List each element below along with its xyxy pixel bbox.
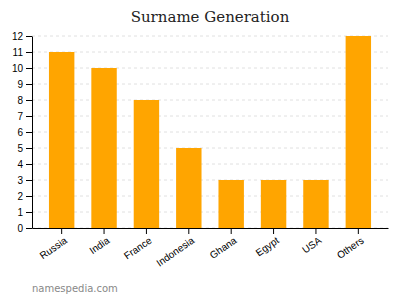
y-tick: 0 [17, 223, 32, 234]
grid-line [32, 228, 388, 229]
y-tick: 8 [17, 95, 32, 106]
x-tick-mark [358, 228, 359, 234]
y-tick-label: 11 [13, 47, 24, 58]
y-tick: 5 [17, 143, 32, 154]
y-tick-mark [26, 132, 32, 133]
y-tick-label: 7 [17, 111, 23, 122]
y-tick: 1 [17, 207, 32, 218]
x-tick: Others [335, 228, 366, 261]
x-tick-label: Indonesia [154, 234, 196, 268]
y-tick: 9 [17, 79, 32, 90]
y-tick-mark [26, 148, 32, 149]
y-tick-mark [26, 84, 32, 85]
grid-line [32, 84, 388, 85]
y-tick-label: 8 [17, 95, 23, 106]
grid-line [32, 132, 388, 133]
x-tick: India [87, 228, 111, 256]
y-tick: 10 [12, 63, 32, 74]
x-tick-label: France [122, 234, 154, 261]
grid-line [32, 148, 388, 149]
y-tick: 6 [17, 127, 32, 138]
y-tick-mark [26, 164, 32, 165]
y-tick-label: 1 [17, 207, 23, 218]
x-tick: Ghana [208, 228, 239, 261]
x-tick-label: Ghana [208, 234, 239, 260]
grid-line [32, 196, 388, 197]
grid [32, 36, 388, 228]
y-tick-label: 0 [17, 223, 23, 234]
chart: 0123456789101112RussiaIndiaFranceIndones… [0, 0, 400, 300]
y-tick-label: 3 [17, 175, 23, 186]
bar [303, 180, 328, 228]
x-tick-mark [146, 228, 147, 234]
y-tick: 12 [12, 31, 32, 42]
bar [346, 36, 371, 228]
y-tick-label: 5 [17, 143, 23, 154]
y-axis-line [32, 37, 33, 229]
x-axis: Russia India FranceIndonesia Ghana Egypt USA O… [33, 228, 389, 269]
y-tick: 7 [17, 111, 32, 122]
x-tick: Indonesia [154, 228, 196, 269]
y-tick-mark [26, 68, 32, 69]
bars [49, 36, 371, 228]
y-tick: 11 [13, 47, 32, 58]
y-tick-mark [26, 100, 32, 101]
x-tick-label: Others [335, 235, 366, 261]
bar [176, 148, 201, 228]
y-tick-mark [26, 228, 32, 229]
x-axis-line [33, 228, 389, 229]
x-tick: France [122, 228, 154, 261]
y-tick-label: 12 [12, 31, 24, 42]
grid-line [32, 52, 388, 53]
y-tick-label: 10 [12, 63, 24, 74]
y-tick-mark [26, 52, 32, 53]
bar [49, 52, 74, 228]
x-tick: USA [300, 228, 323, 255]
x-tick: Egypt [254, 228, 281, 258]
x-tick-mark [188, 228, 189, 234]
grid-line [32, 100, 388, 101]
grid-line [32, 68, 388, 69]
title: Surname Generation [131, 8, 290, 26]
x-tick-mark [104, 228, 105, 234]
y-tick-mark [26, 180, 32, 181]
x-tick-label: Egypt [254, 235, 281, 259]
bar [91, 68, 116, 228]
x-tick-label: India [87, 234, 111, 256]
y-tick-mark [26, 36, 32, 37]
x-tick: Russia [38, 228, 70, 261]
x-tick-mark [273, 228, 274, 234]
y-tick-mark [26, 212, 32, 213]
grid-line [32, 212, 388, 213]
y-tick: 4 [17, 159, 32, 170]
y-tick-label: 9 [17, 79, 23, 90]
x-tick-label: USA [300, 234, 323, 255]
x-tick-mark [61, 228, 62, 234]
y-tick-mark [26, 116, 32, 117]
y-tick-mark [26, 196, 32, 197]
bar [218, 180, 243, 228]
y-axis: 0123456789101112 [12, 31, 33, 234]
bar [261, 180, 286, 228]
grid-line [32, 164, 388, 165]
y-tick-label: 4 [17, 159, 23, 170]
grid-line [32, 116, 388, 117]
plot-area: 0123456789101112RussiaIndiaFranceIndones… [12, 31, 389, 269]
x-tick-label: Russia [38, 234, 70, 261]
x-tick-mark [231, 228, 232, 234]
y-tick-label: 6 [17, 127, 23, 138]
y-tick: 3 [17, 175, 32, 186]
x-tick-mark [315, 228, 316, 234]
y-tick-label: 2 [17, 191, 23, 202]
grid-line [32, 36, 388, 37]
annotation: namespedia.com [32, 283, 118, 294]
y-tick: 2 [17, 191, 32, 202]
grid-line [32, 180, 388, 181]
bar [134, 100, 159, 228]
